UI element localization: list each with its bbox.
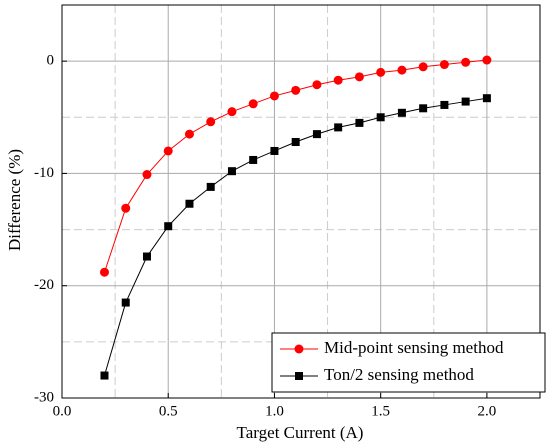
point [248,99,258,109]
point [100,371,109,380]
point [439,60,449,70]
x-tick-label: 0.0 [53,403,72,419]
point [355,118,364,127]
point [249,155,258,164]
plot-frame [61,4,541,399]
x-axis-label: Target Current (A) [237,423,364,442]
point [418,62,428,72]
point [419,104,428,113]
point [227,107,237,117]
point [206,117,216,127]
legend-label: Ton/2 sensing method [324,365,474,384]
y-tick-label: -20 [34,277,54,293]
x-tick-label: 1.5 [371,403,390,419]
y-tick-label: -10 [34,165,54,181]
x-tick-label: 2.0 [478,403,497,419]
y-tick-label: 0 [47,53,55,69]
point [291,137,300,146]
point [164,222,173,231]
point [121,203,131,213]
legend-box [271,332,546,393]
point [99,267,109,277]
point [142,170,152,180]
y-axis-label: Difference (%) [5,149,24,251]
y-tick-label: -30 [34,389,54,405]
point [333,75,343,85]
point [184,129,194,139]
x-tick-label: 1.0 [265,403,284,419]
point [376,67,386,77]
point [312,80,322,90]
x-tick-label: 0.5 [159,403,178,419]
point [440,100,449,109]
point [142,252,151,261]
point [312,130,321,139]
point [397,108,406,117]
point [291,85,301,95]
legend-marker [294,344,304,354]
legend-marker [295,372,303,380]
point [185,199,194,208]
point [461,57,471,67]
point [376,113,385,122]
point [269,91,279,101]
point [354,72,364,82]
point [482,55,492,65]
point [121,298,130,307]
point [334,123,343,132]
point [227,167,236,176]
point [482,94,491,103]
point [206,182,215,191]
point [163,146,173,156]
point [270,146,279,155]
legend-label: Mid-point sensing method [324,338,504,357]
point [397,65,407,75]
point [461,97,470,106]
